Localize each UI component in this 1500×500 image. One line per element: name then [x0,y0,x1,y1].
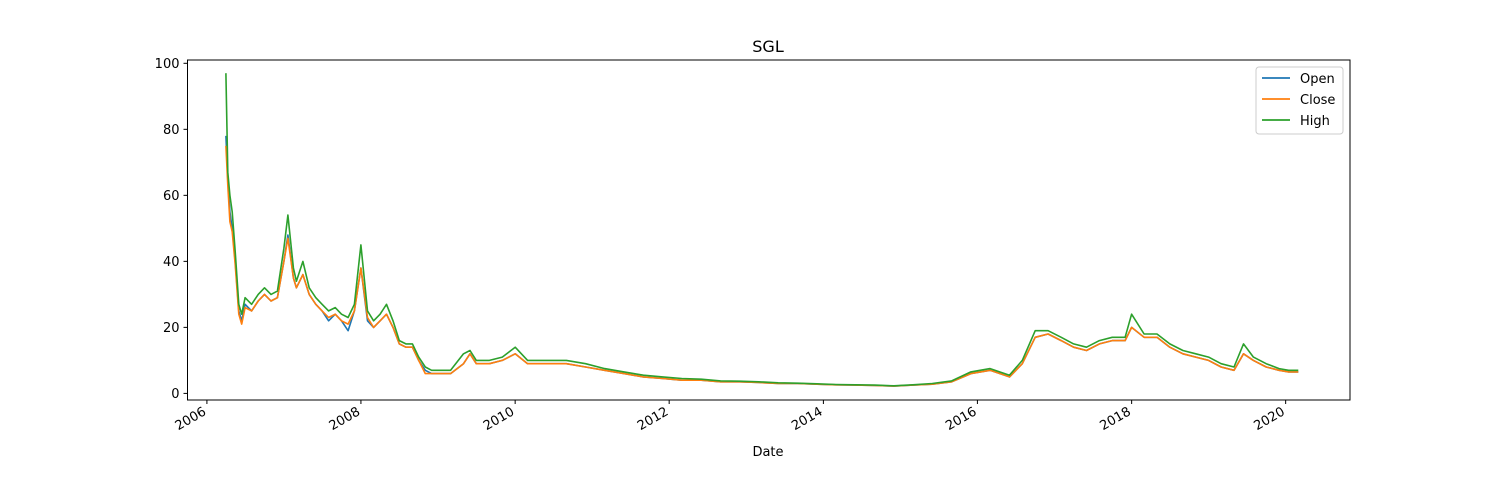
x-tick-label: 2016 [943,404,979,434]
x-tick-label: 2014 [789,404,825,434]
y-axis: 0 20 40 60 80 100 [155,57,188,402]
y-tick-label: 40 [163,255,180,270]
y-tick-label: 80 [163,123,180,138]
x-tick-label: 2008 [327,404,363,434]
plot-area-frame [187,59,1351,401]
legend-label-open: Open [1300,72,1335,87]
x-tick-label: 2012 [635,404,671,434]
y-tick-label: 100 [155,57,180,72]
y-tick-label: 0 [171,387,179,402]
series-line-high [225,73,1299,387]
x-tick-label: 2010 [481,404,517,434]
x-tick-label: 2006 [173,404,209,434]
legend-frame [1255,66,1344,135]
series-line-close [225,145,1299,387]
legend-label-close: Close [1300,93,1335,108]
legend: Open Close High [1255,66,1344,135]
x-axis: 2006 2008 2010 2012 2014 2016 2018 2020 [173,400,1288,434]
legend-label-high: High [1300,114,1330,129]
series-lines [225,73,1299,387]
series-line-open [225,135,1299,387]
x-tick-label: 2018 [1097,404,1133,434]
x-axis-label: Date [752,445,783,460]
y-tick-label: 60 [163,189,180,204]
y-tick-label: 20 [163,321,180,336]
x-tick-label: 2020 [1251,404,1287,434]
chart-title: SGL [752,37,784,56]
